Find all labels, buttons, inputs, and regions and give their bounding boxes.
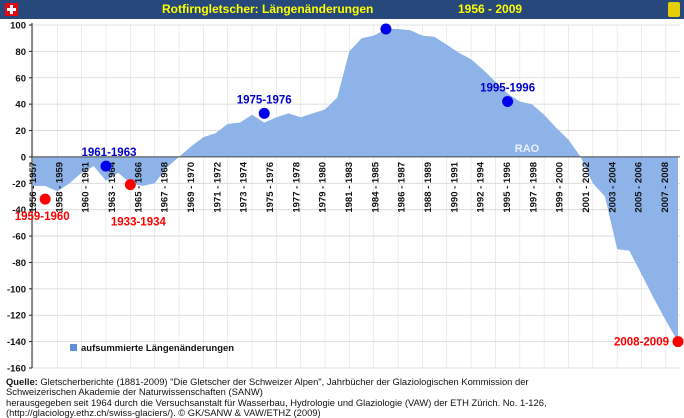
x-tick-label: 2001 - 2002 [581,162,592,213]
source-label: Quelle: [6,376,38,387]
marker-point [502,96,514,108]
x-tick-label: 2005 - 2006 [634,162,645,213]
marker-point [100,160,112,172]
annotations: 1959-1960 1961-1963 1933-1934 1975-1976 1984… [15,19,684,349]
x-tick-label: 2007 - 2008 [660,162,671,213]
swiss-flag-icon [5,3,18,16]
source-note: Quelle: Gletscherberichte (1881-2009) "D… [6,376,678,418]
title-bar: Rotfirngletscher: Längenänderungen 1956 … [0,0,684,19]
x-tick-label: 1988 - 1989 [423,162,434,213]
y-tick-label: -160 [7,364,26,375]
x-tick-label: 1975 - 1976 [265,162,276,213]
chart-years: 1956 - 2009 [458,2,523,16]
marker-point [39,193,51,205]
y-tick-labels: 100 80 60 40 20 0 -20 -40 -60 -80 -100 -120 -140 -160 [7,21,26,375]
annotation-label: 2008-2009 [614,337,669,349]
annotation-label: 1975-1976 [237,94,292,106]
annotation-label: 1995-1996 [480,83,535,95]
source-line-3: herausgegeben seit 1964 durch die Versuc… [6,396,547,408]
axes [29,23,680,369]
x-tick-label: 1979 - 1980 [318,162,329,213]
x-tick-label: 1986 - 1987 [397,162,408,213]
source-line-2: Schweizerischen Akademie der Naturwissen… [6,386,263,398]
x-tick-label: 1973 - 1974 [239,161,250,212]
legend: aufsummierte Längenänderungen [70,343,234,354]
chart-title: Rotfirngletscher: Längenänderungen [162,2,374,16]
x-tick-label: 1995 - 1996 [502,162,513,213]
x-tick-label: 1956 - 1957 [28,162,39,213]
area-series [33,29,678,342]
x-tick-label: 1967 - 1968 [160,162,171,213]
x-tick-label: 1999 - 2000 [555,162,566,213]
y-tick-label: -120 [7,311,26,322]
legend-label: aufsummierte Längenänderungen [81,343,234,354]
y-tick-label: 0 [21,152,26,163]
annotation-label: 1961-1963 [82,147,137,159]
y-tick-label: -100 [7,284,26,295]
x-tick-label: 1992 - 1994 [476,161,487,212]
source-line-1: Gletscherberichte (1881-2009) "Die Glets… [37,376,529,387]
y-tick-label: -40 [12,205,26,216]
x-tick-label: 1963 - 1964 [107,161,118,212]
annotation-label: 1959-1960 [15,211,70,223]
watermark: RAO [515,143,540,155]
y-tick-label: 20 [15,126,26,137]
annotation-label: 1984-1986 [358,19,413,22]
y-tick-label: -80 [12,258,26,269]
y-tick-label: 80 [15,47,26,58]
y-tick-label: -60 [12,232,26,243]
x-tick-labels: 1956 - 1957 1958 - 1959 1960 - 1961 1963 - … [28,161,671,212]
chart: 100 80 60 40 20 0 -20 -40 -60 -80 -100 -120 -140 -160… [7,19,684,375]
x-tick-label: 1971 - 1972 [212,162,223,213]
y-tick-label: 40 [15,100,26,111]
x-tick-label: 1997 - 1998 [528,162,539,213]
x-tick-label: 1990 - 1991 [449,161,460,212]
x-tick-label: 1960 - 1961 [81,161,92,212]
x-tick-label: 1981 - 1983 [344,162,355,213]
x-tick-label: 1977 - 1978 [291,162,302,213]
x-tick-label: 1984 - 1985 [370,161,381,212]
y-tick-label: -140 [7,337,26,348]
source-line-4: (http://glaciology.ethz.ch/swiss-glacier… [6,406,321,418]
legend-swatch [70,344,77,351]
annotation-label: 1933-1934 [111,217,167,229]
x-tick-label: 1969 - 1970 [186,162,197,213]
x-tick-label: 1965 - 1966 [133,162,144,213]
marker-point [124,179,136,191]
x-tick-label: 2003 - 2004 [607,161,618,212]
marker-point [380,23,392,35]
y-tick-label: -20 [12,179,26,190]
y-tick-label: 60 [15,73,26,84]
glacier-logo-icon [668,2,680,17]
y-tick-label: 100 [10,21,26,32]
marker-point [258,107,270,119]
x-tick-label: 1958 - 1959 [54,162,65,213]
marker-point [672,336,684,348]
